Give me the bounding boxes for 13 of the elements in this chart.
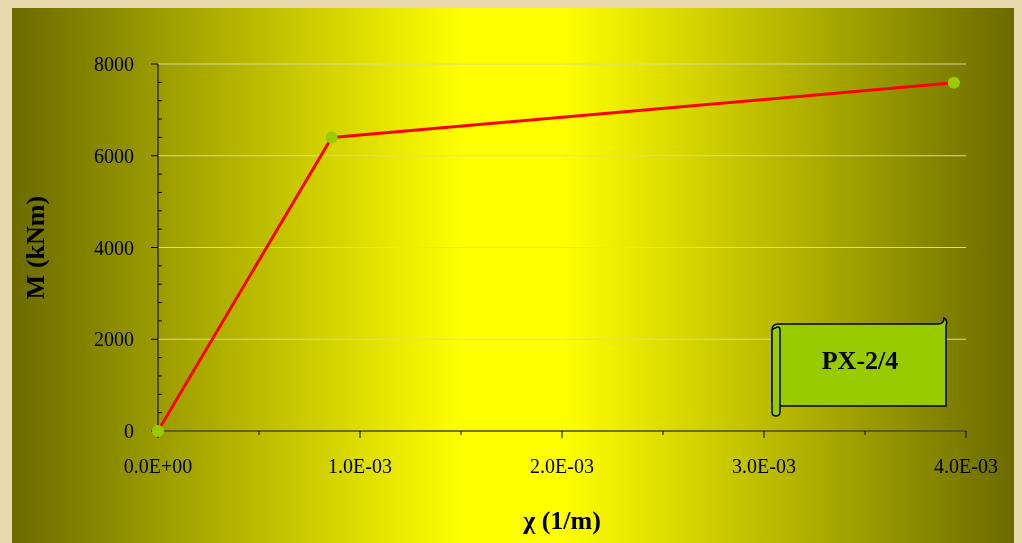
x-tick-label: 3.0E-03: [732, 455, 796, 477]
annotation: PX-2/4: [821, 345, 899, 375]
x-tick-label: 4.0E-03: [934, 455, 998, 477]
y-tick-label: 2000: [94, 328, 134, 351]
y-axis-title: M (kNm): [21, 195, 50, 300]
x-tick-label: 0.0E+00: [123, 455, 193, 477]
x-tick-label: 1.0E-03: [328, 455, 392, 477]
y-tick-label: 8000: [94, 53, 134, 75]
y-tick-label: 6000: [94, 144, 134, 167]
y-tick-label: 0: [124, 420, 134, 442]
x-axis-title: χ (1/m): [522, 506, 601, 535]
y-tick-label: 4000: [94, 236, 134, 259]
x-tick-label: 2.0E-03: [530, 455, 594, 477]
